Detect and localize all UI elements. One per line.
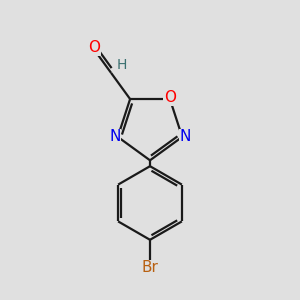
Text: Br: Br: [142, 260, 158, 275]
Text: H: H: [117, 58, 127, 72]
Text: O: O: [88, 40, 100, 55]
Text: N: N: [109, 129, 121, 144]
Text: N: N: [179, 129, 191, 144]
Text: O: O: [164, 90, 176, 105]
